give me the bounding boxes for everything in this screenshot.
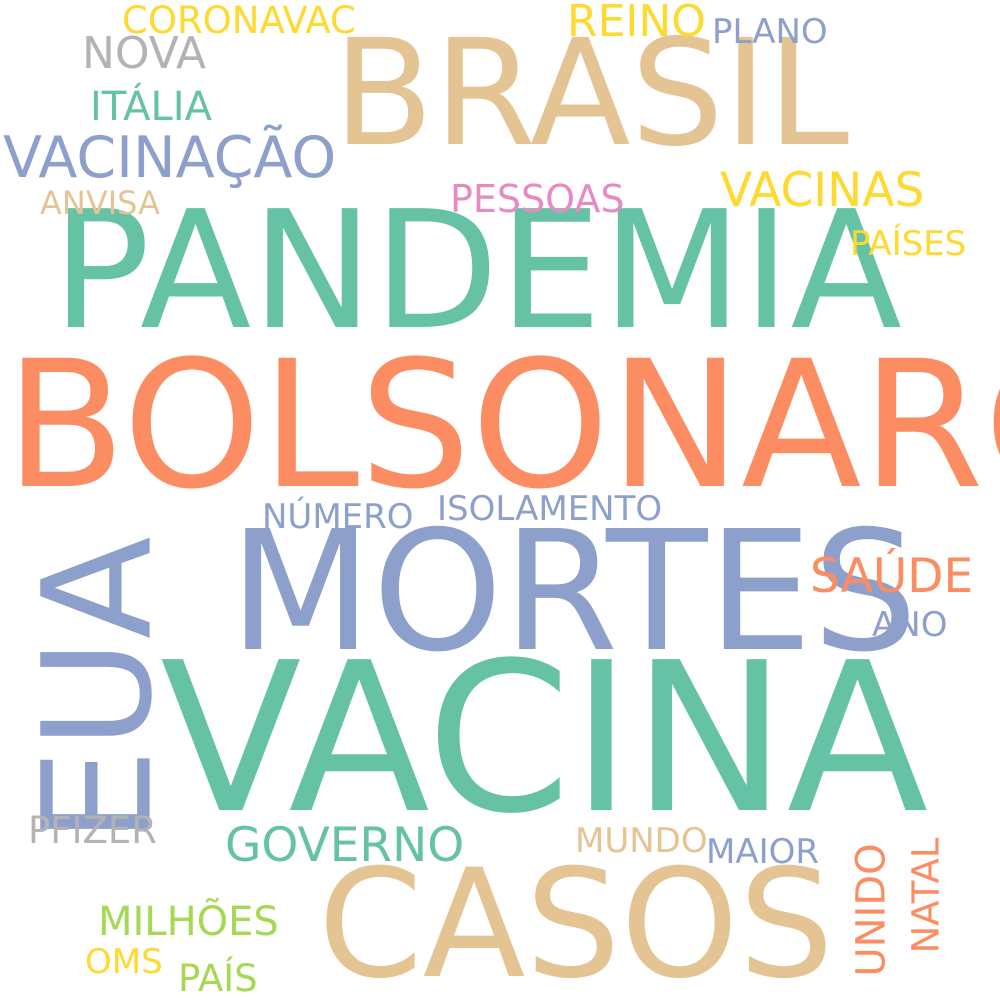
word-pfizer: PFIZER bbox=[28, 809, 157, 852]
word-paises: PAÍSES bbox=[850, 224, 967, 264]
word-saude: SAÚDE bbox=[810, 549, 974, 604]
word-brasil: BRASIL bbox=[333, 8, 850, 179]
word-milhoes: MILHÕES bbox=[98, 899, 279, 945]
word-unido: UNIDO bbox=[848, 843, 895, 977]
word-vacinas: VACINAS bbox=[720, 163, 925, 218]
word-mortes: MORTES bbox=[229, 496, 918, 689]
word-reino: REINO bbox=[567, 0, 706, 47]
word-vacinacao: VACINAÇÃO bbox=[3, 125, 337, 191]
word-bolsonaro: BOLSONARO bbox=[5, 323, 1000, 528]
word-pessoas: PESSOAS bbox=[450, 177, 625, 221]
word-coronavac: CORONAVAC bbox=[122, 0, 356, 42]
word-vacina: VACINA bbox=[160, 618, 929, 859]
word-ano: ANO bbox=[872, 605, 948, 645]
word-governo: GOVERNO bbox=[225, 818, 465, 873]
word-oms: OMS bbox=[85, 942, 163, 982]
word-nova: NOVA bbox=[82, 28, 207, 79]
word-italia: ITÁLIA bbox=[90, 84, 212, 130]
word-maior: MAIOR bbox=[706, 832, 820, 872]
word-anvisa: ANVISA bbox=[40, 184, 160, 222]
word-pais: PAÍS bbox=[178, 957, 258, 1000]
word-pandemia: PANDEMIA bbox=[52, 177, 903, 366]
word-casos: CASOS bbox=[318, 838, 834, 1000]
word-numero: NÚMERO bbox=[262, 497, 414, 537]
word-isolamento: ISOLAMENTO bbox=[437, 489, 663, 529]
word-mundo: MUNDO bbox=[575, 821, 708, 861]
word-eua: EUA bbox=[11, 536, 186, 844]
word-natal: NATAL bbox=[904, 837, 948, 954]
word-plano: PLANO bbox=[712, 12, 828, 52]
